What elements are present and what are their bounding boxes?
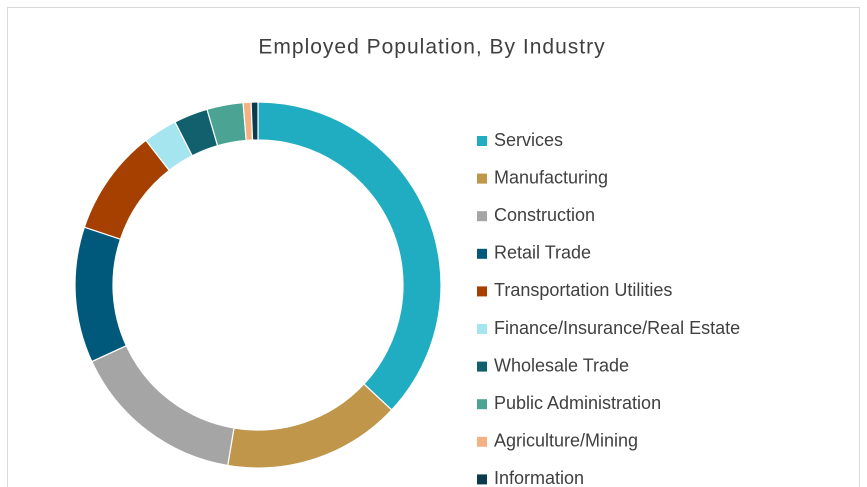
legend-label: Manufacturing <box>494 167 608 187</box>
legend-label: Retail Trade <box>494 243 591 263</box>
legend-label: Information <box>494 468 584 487</box>
legend-label: Construction <box>494 205 595 225</box>
legend-label: Wholesale Trade <box>494 355 629 375</box>
legend-swatch <box>477 173 487 184</box>
legend-swatch <box>477 286 487 297</box>
legend-swatch <box>477 248 487 259</box>
legend-label: Agriculture/Mining <box>494 431 638 451</box>
legend-label: Public Administration <box>494 393 661 413</box>
legend-swatch <box>477 436 487 447</box>
donut-slice <box>250 101 259 141</box>
legend-swatch <box>477 399 487 410</box>
legend-label: Transportation Utilities <box>494 280 672 300</box>
legend-swatch <box>477 361 487 372</box>
legend-swatch <box>477 474 487 485</box>
legend-label: Finance/Insurance/Real Estate <box>494 318 740 338</box>
legend-swatch <box>477 211 487 222</box>
legend-swatch <box>477 324 487 334</box>
chart-title: Employed Population, By Industry <box>258 36 605 59</box>
legend-label: Services <box>494 130 563 150</box>
legend-swatch <box>477 136 487 146</box>
